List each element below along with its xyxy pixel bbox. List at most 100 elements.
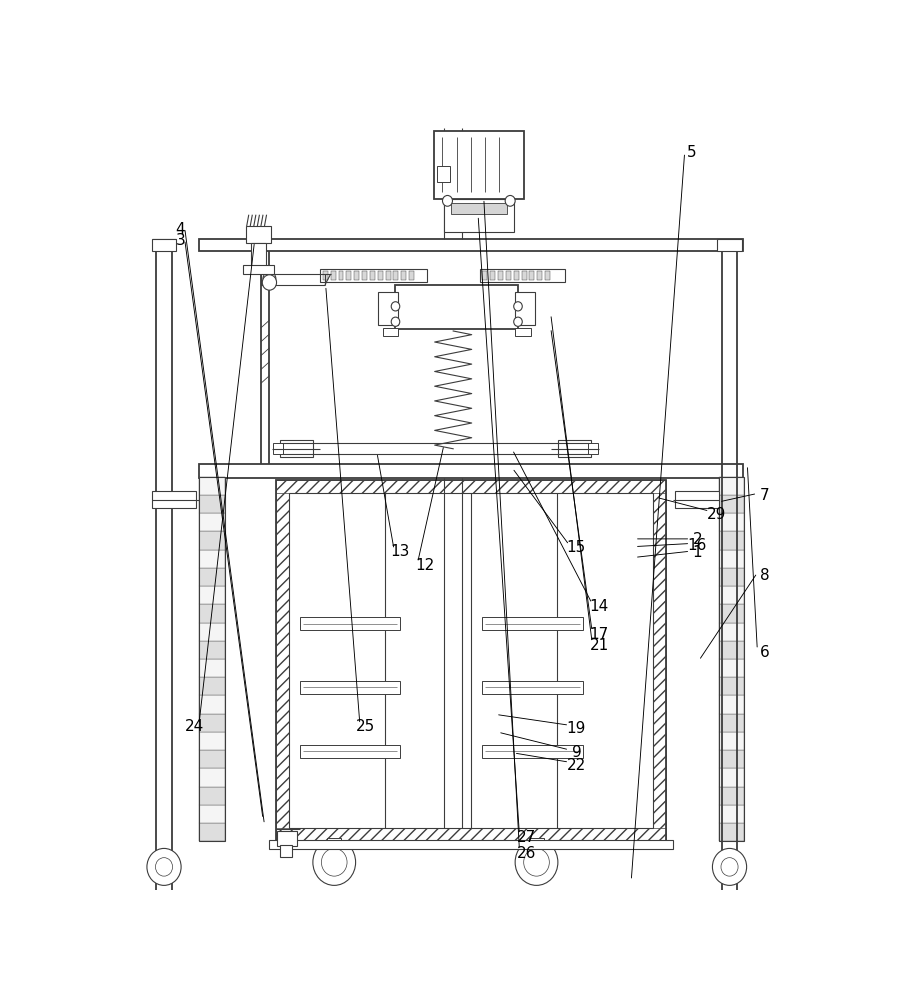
Bar xyxy=(199,787,224,805)
Circle shape xyxy=(514,317,522,326)
Bar xyxy=(482,681,583,694)
Bar xyxy=(199,623,224,641)
Bar xyxy=(268,840,674,849)
Circle shape xyxy=(712,848,746,885)
Bar xyxy=(276,480,666,841)
Bar xyxy=(505,271,511,280)
Text: 25: 25 xyxy=(356,719,375,734)
Bar xyxy=(300,617,401,630)
Bar xyxy=(199,768,224,787)
Bar xyxy=(719,604,744,623)
Bar xyxy=(199,677,224,695)
Bar xyxy=(558,440,591,457)
Bar xyxy=(719,823,744,841)
Text: 27: 27 xyxy=(516,830,536,845)
Bar xyxy=(719,477,744,495)
Bar xyxy=(278,831,297,846)
Bar xyxy=(516,292,535,325)
Bar xyxy=(289,493,653,828)
Bar xyxy=(199,805,224,823)
Text: 17: 17 xyxy=(590,627,608,642)
Bar xyxy=(719,531,744,550)
Circle shape xyxy=(391,302,400,311)
Text: 8: 8 xyxy=(760,568,769,583)
Circle shape xyxy=(322,848,347,876)
Circle shape xyxy=(262,275,277,290)
Bar xyxy=(379,292,398,325)
Bar xyxy=(719,732,744,750)
Circle shape xyxy=(721,858,738,876)
Text: 13: 13 xyxy=(390,544,410,559)
Bar xyxy=(199,714,224,732)
Bar xyxy=(199,568,224,586)
Bar xyxy=(719,623,744,641)
Bar xyxy=(675,491,719,508)
Bar xyxy=(482,271,487,280)
Text: 14: 14 xyxy=(590,599,608,614)
Text: 19: 19 xyxy=(567,721,586,736)
Text: 21: 21 xyxy=(590,638,608,653)
Bar xyxy=(434,131,524,199)
Bar xyxy=(529,838,544,846)
Bar xyxy=(300,681,401,694)
Text: 5: 5 xyxy=(687,145,697,160)
Text: 29: 29 xyxy=(707,507,726,522)
Bar xyxy=(243,265,274,274)
Bar xyxy=(199,750,224,768)
Bar xyxy=(719,714,744,732)
Bar xyxy=(522,271,527,280)
Circle shape xyxy=(516,839,558,885)
Bar xyxy=(719,695,744,714)
Text: 9: 9 xyxy=(572,745,582,760)
Bar xyxy=(482,617,583,630)
Bar xyxy=(199,659,224,677)
Bar xyxy=(199,604,224,623)
Bar xyxy=(199,531,224,550)
Circle shape xyxy=(263,272,276,286)
Bar xyxy=(273,443,283,454)
Bar xyxy=(338,271,344,280)
Bar xyxy=(719,787,744,805)
Bar xyxy=(362,271,367,280)
Bar xyxy=(393,271,398,280)
Bar xyxy=(327,838,341,846)
Bar xyxy=(395,285,518,329)
Bar xyxy=(718,239,742,251)
Bar xyxy=(719,550,744,568)
Circle shape xyxy=(155,858,173,876)
Bar xyxy=(382,328,398,336)
Bar xyxy=(331,271,335,280)
Bar xyxy=(719,805,744,823)
Bar xyxy=(653,480,666,841)
Bar xyxy=(719,768,744,787)
Text: 26: 26 xyxy=(516,846,536,861)
Circle shape xyxy=(505,195,516,206)
Circle shape xyxy=(514,302,522,311)
Circle shape xyxy=(391,317,400,326)
Bar xyxy=(199,641,224,659)
Bar xyxy=(276,480,289,841)
Bar xyxy=(199,239,743,251)
Bar xyxy=(719,659,744,677)
Bar xyxy=(199,495,224,513)
Bar xyxy=(199,550,224,568)
Bar xyxy=(323,271,328,280)
Bar xyxy=(378,271,382,280)
Bar xyxy=(369,271,375,280)
Bar xyxy=(451,203,506,214)
Bar xyxy=(538,271,542,280)
Bar xyxy=(354,271,359,280)
Bar xyxy=(516,328,531,336)
Bar xyxy=(490,271,495,280)
Circle shape xyxy=(443,195,452,206)
Bar xyxy=(199,513,224,531)
Bar xyxy=(719,586,744,604)
Bar xyxy=(320,269,426,282)
Text: 6: 6 xyxy=(759,645,769,660)
Bar xyxy=(719,513,744,531)
Bar xyxy=(152,491,196,508)
Circle shape xyxy=(524,848,550,876)
Bar xyxy=(498,271,503,280)
Bar xyxy=(199,732,224,750)
Bar xyxy=(346,271,351,280)
